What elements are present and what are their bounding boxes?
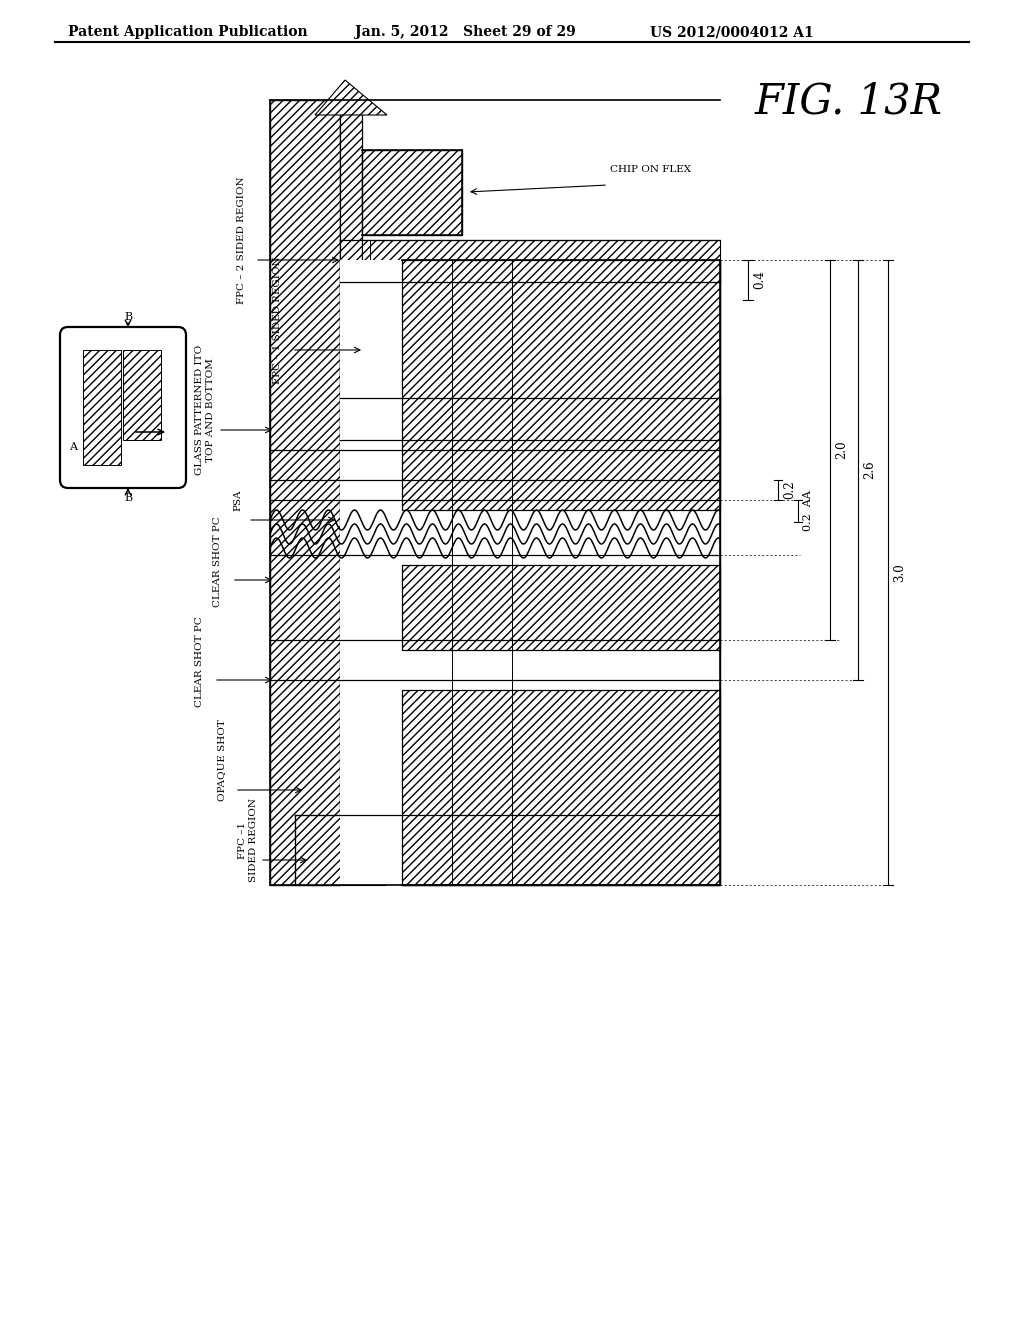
Text: FPC – 2 SIDED REGION: FPC – 2 SIDED REGION bbox=[238, 176, 247, 304]
Text: 0.4: 0.4 bbox=[753, 271, 766, 289]
Text: GLASS PATTERNED ITO
TOP AND BOTTOM: GLASS PATTERNED ITO TOP AND BOTTOM bbox=[196, 345, 215, 475]
Text: 3.0: 3.0 bbox=[893, 564, 906, 582]
Text: A: A bbox=[69, 442, 77, 451]
Text: FIG. 13R: FIG. 13R bbox=[755, 81, 943, 121]
FancyBboxPatch shape bbox=[60, 327, 186, 488]
Text: 2.6: 2.6 bbox=[863, 461, 876, 479]
Bar bbox=[123, 350, 161, 440]
Bar bbox=[362, 399, 720, 440]
Bar bbox=[362, 240, 720, 282]
Text: CLEAR SHOT PC: CLEAR SHOT PC bbox=[196, 616, 205, 708]
Bar bbox=[340, 560, 720, 884]
Bar bbox=[402, 690, 720, 884]
Bar bbox=[270, 100, 340, 884]
Bar bbox=[295, 814, 385, 884]
Text: 0.2  AA: 0.2 AA bbox=[803, 491, 813, 532]
Bar bbox=[83, 350, 121, 465]
Text: Jan. 5, 2012   Sheet 29 of 29: Jan. 5, 2012 Sheet 29 of 29 bbox=[355, 25, 575, 40]
Text: B: B bbox=[124, 312, 132, 322]
Text: B: B bbox=[124, 492, 132, 503]
Bar bbox=[402, 260, 720, 884]
Text: PSA: PSA bbox=[233, 490, 243, 511]
Text: 0.2: 0.2 bbox=[783, 480, 796, 499]
Bar bbox=[402, 260, 720, 510]
Text: FPC –1
SIDED REGION: FPC –1 SIDED REGION bbox=[239, 799, 258, 882]
Bar bbox=[402, 565, 720, 649]
Text: CLEAR SHOT PC: CLEAR SHOT PC bbox=[213, 516, 222, 607]
Bar bbox=[340, 100, 362, 475]
Bar bbox=[362, 150, 462, 235]
Bar bbox=[362, 240, 370, 442]
Text: 2.0: 2.0 bbox=[835, 441, 848, 459]
Text: FPC – 1 SIDED REGION: FPC – 1 SIDED REGION bbox=[273, 256, 283, 384]
Text: CHIP ON FLEX: CHIP ON FLEX bbox=[610, 165, 691, 174]
Bar bbox=[340, 260, 720, 560]
Text: US 2012/0004012 A1: US 2012/0004012 A1 bbox=[650, 25, 814, 40]
Polygon shape bbox=[315, 81, 387, 115]
Text: Patent Application Publication: Patent Application Publication bbox=[68, 25, 307, 40]
Text: OPAQUE SHOT: OPAQUE SHOT bbox=[217, 719, 226, 801]
